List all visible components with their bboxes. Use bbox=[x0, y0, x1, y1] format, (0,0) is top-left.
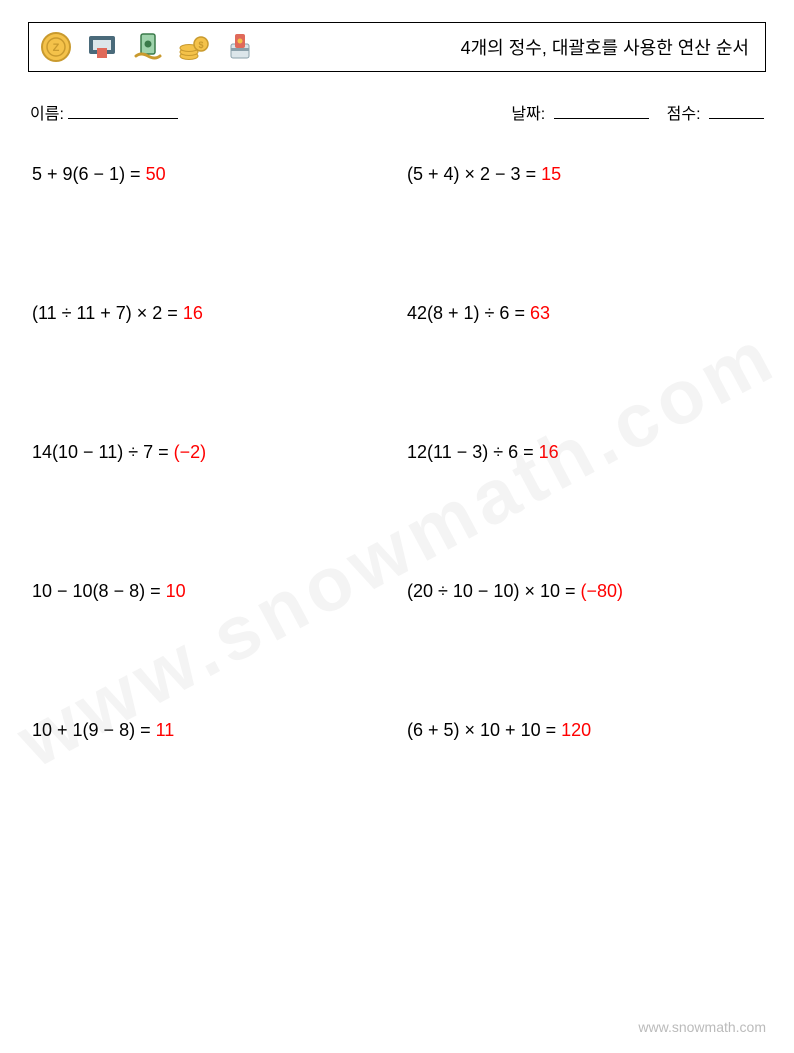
date-label: 날짜: bbox=[511, 106, 545, 123]
problem-expression: 5 + 9(6 − 1) = bbox=[32, 164, 146, 184]
name-label: 이름: bbox=[30, 100, 64, 124]
problem-3: (11 ÷ 11 + 7) × 2 = 16 bbox=[32, 303, 387, 324]
problem-answer: 10 bbox=[166, 581, 186, 601]
problem-answer: 63 bbox=[530, 303, 550, 323]
meta-row: 이름: 날짜: 점수: bbox=[28, 100, 766, 124]
problem-answer: 120 bbox=[561, 720, 591, 740]
problem-expression: (20 ÷ 10 − 10) × 10 = bbox=[407, 581, 581, 601]
problem-answer: 11 bbox=[156, 720, 175, 740]
score-field: 점수: bbox=[667, 100, 764, 124]
problem-expression: 10 + 1(9 − 8) = bbox=[32, 720, 156, 740]
problem-answer: 50 bbox=[146, 164, 166, 184]
problem-4: 42(8 + 1) ÷ 6 = 63 bbox=[407, 303, 762, 324]
header-box: Z bbox=[28, 22, 766, 72]
problem-answer: (−80) bbox=[581, 581, 624, 601]
problem-expression: 14(10 − 11) ÷ 7 = bbox=[32, 442, 174, 462]
header-icons: Z bbox=[39, 30, 257, 64]
problem-6: 12(11 − 3) ÷ 6 = 16 bbox=[407, 442, 762, 463]
card-swipe-icon bbox=[223, 30, 257, 64]
svg-text:$: $ bbox=[198, 40, 203, 50]
coin-stack-icon: $ bbox=[177, 30, 211, 64]
problem-answer: 16 bbox=[539, 442, 559, 462]
problem-1: 5 + 9(6 − 1) = 50 bbox=[32, 164, 387, 185]
worksheet-page: Z bbox=[0, 0, 794, 1053]
problem-expression: (6 + 5) × 10 + 10 = bbox=[407, 720, 561, 740]
score-label: 점수: bbox=[667, 106, 701, 123]
name-field: 이름: bbox=[30, 100, 178, 124]
problem-5: 14(10 − 11) ÷ 7 = (−2) bbox=[32, 442, 387, 463]
problem-8: (20 ÷ 10 − 10) × 10 = (−80) bbox=[407, 581, 762, 602]
problem-2: (5 + 4) × 2 − 3 = 15 bbox=[407, 164, 762, 185]
problem-expression: 10 − 10(8 − 8) = bbox=[32, 581, 166, 601]
worksheet-title: 4개의 정수, 대괄호를 사용한 연산 순서 bbox=[461, 34, 749, 60]
problem-answer: (−2) bbox=[174, 442, 207, 462]
problem-answer: 16 bbox=[183, 303, 203, 323]
date-blank[interactable] bbox=[554, 103, 649, 119]
name-blank[interactable] bbox=[68, 103, 178, 119]
problem-expression: (11 ÷ 11 + 7) × 2 = bbox=[32, 303, 183, 323]
problem-7: 10 − 10(8 − 8) = 10 bbox=[32, 581, 387, 602]
problem-9: 10 + 1(9 − 8) = 11 bbox=[32, 720, 387, 741]
footer-url: www.snowmath.com bbox=[638, 1019, 766, 1035]
coin-icon: Z bbox=[39, 30, 73, 64]
problems-grid: 5 + 9(6 − 1) = 50 (5 + 4) × 2 − 3 = 15 (… bbox=[28, 164, 766, 741]
atm-icon bbox=[85, 30, 119, 64]
problem-10: (6 + 5) × 10 + 10 = 120 bbox=[407, 720, 762, 741]
svg-text:Z: Z bbox=[53, 42, 60, 54]
date-field: 날짜: bbox=[511, 100, 648, 124]
cash-hand-icon bbox=[131, 30, 165, 64]
score-blank[interactable] bbox=[709, 103, 764, 119]
problem-expression: 42(8 + 1) ÷ 6 = bbox=[407, 303, 530, 323]
problem-answer: 15 bbox=[541, 164, 561, 184]
problem-expression: (5 + 4) × 2 − 3 = bbox=[407, 164, 541, 184]
problem-expression: 12(11 − 3) ÷ 6 = bbox=[407, 442, 539, 462]
